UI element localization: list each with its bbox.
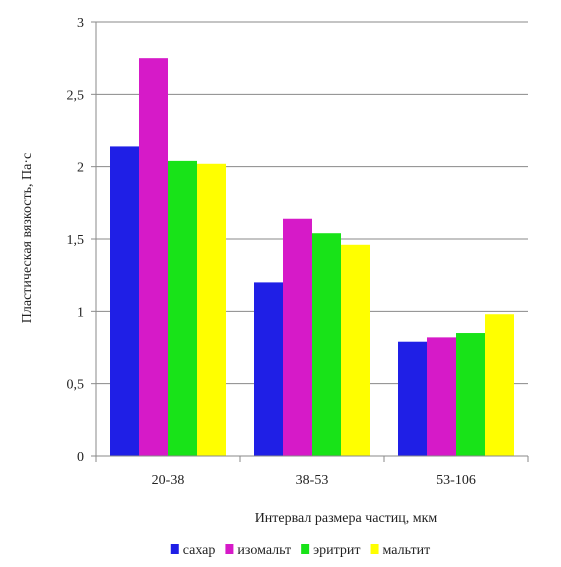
x-tick-labels: 20-38 38-53 53-106 [152,473,476,488]
legend: сахар изомальт эритрит мальтит [170,543,431,558]
x-tick-label: 38-53 [296,473,329,488]
bar [283,218,312,456]
legend-label: изомальт [237,543,291,558]
y-axis-title: Пластическая вязкость, Па·с [20,153,35,323]
bars [110,58,514,457]
y-tick-label: 2 [77,161,84,176]
x-axis-title: Интервал размера частиц, мкм [255,511,438,526]
legend-swatch [225,544,234,554]
legend-label: мальтит [383,543,431,558]
bar [456,333,485,456]
bar [197,163,226,457]
bar [485,314,514,456]
bar [427,337,456,456]
legend-label: сахар [183,543,216,558]
y-tick-label: 3 [77,16,84,31]
y-tick-labels: 0 0,5 1 1,5 2 2,5 3 [67,16,85,465]
axes [91,21,529,462]
x-tick-label: 53-106 [436,473,476,488]
y-tick-label: 1,5 [67,233,85,248]
legend-swatch [170,544,179,554]
x-tick-label: 20-38 [152,473,185,488]
y-tick-label: 0 [77,450,84,465]
bar [312,233,341,456]
y-tick-label: 1 [77,305,84,320]
legend-swatch [301,544,310,554]
bar [398,341,427,456]
bar [254,282,283,456]
bar [110,146,139,456]
legend-label: эритрит [313,543,360,558]
bar [341,244,370,456]
y-tick-label: 0,5 [67,378,85,393]
bar [168,160,197,456]
y-tick-label: 2,5 [67,88,85,103]
bar [139,58,168,457]
legend-swatch [370,544,379,554]
